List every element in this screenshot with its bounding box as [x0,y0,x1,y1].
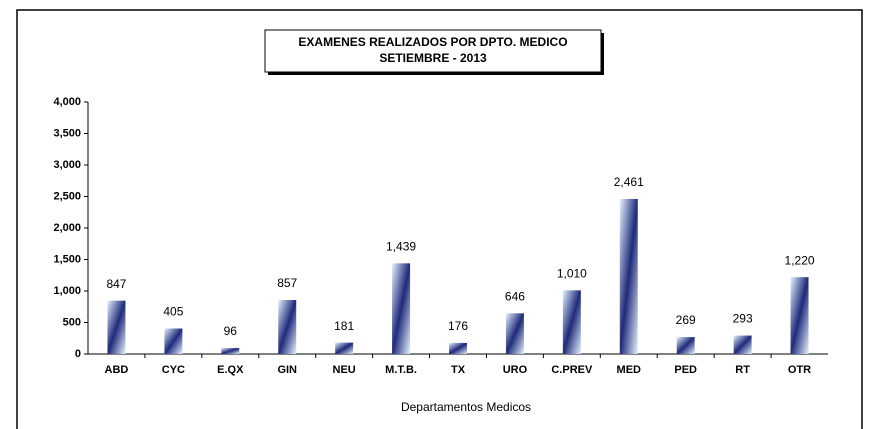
bar [676,337,695,354]
x-tick-label: TX [451,364,466,376]
y-tick-label: 3,000 [53,159,81,171]
data-label: 857 [277,276,297,290]
bar [278,300,297,354]
data-label: 1,220 [785,253,815,267]
data-label: 269 [676,313,696,327]
y-tick-label: 0 [75,348,81,360]
data-label: 293 [733,312,753,326]
x-tick-label: MED [617,364,642,376]
x-axis-label: Departamentos Medicos [401,400,531,414]
x-tick-label: C.PREV [551,364,593,376]
x-tick-label: CYC [162,364,185,376]
bar [505,313,524,354]
bar [619,198,638,354]
y-tick-label: 500 [63,316,81,328]
chart-subtitle: SETIEMBRE - 2013 [379,51,487,65]
data-label: 1,439 [386,240,416,254]
bar [107,300,126,354]
data-label: 2,461 [614,175,644,189]
x-tick-label: RT [735,364,750,376]
data-label: 176 [448,319,468,333]
bar [562,290,581,354]
x-tick-label: ABD [105,364,129,376]
data-label: 646 [505,289,525,303]
bar [449,342,467,354]
x-tick-label: PED [674,364,697,376]
x-tick-label: NEU [333,364,356,376]
data-label: 1,010 [557,267,587,281]
data-label: 96 [224,324,238,338]
x-tick-label: E.QX [217,364,244,376]
y-tick-label: 2,000 [53,222,81,234]
title-box [264,29,602,73]
data-label: 181 [334,319,354,333]
chart-title: EXAMENES REALIZADOS POR DPTO. MEDICO [298,35,567,49]
bar [733,335,752,354]
bar [221,347,240,354]
x-tick-label: M.T.B. [385,364,417,376]
x-tick-label: OTR [788,364,811,376]
bar [790,277,809,354]
y-tick-label: 1,000 [53,285,81,297]
bar [392,263,411,354]
y-tick-label: 2,500 [53,190,81,202]
data-label: 405 [163,305,183,319]
chart-frame [16,9,863,429]
bar [335,342,354,354]
y-tick-label: 1,500 [53,253,81,265]
data-label: 847 [106,277,126,291]
x-tick-label: URO [503,364,528,376]
bar [164,328,183,354]
y-tick-label: 3,500 [53,127,81,139]
y-tick-label: 4,000 [53,96,81,108]
x-tick-label: GIN [277,364,297,376]
